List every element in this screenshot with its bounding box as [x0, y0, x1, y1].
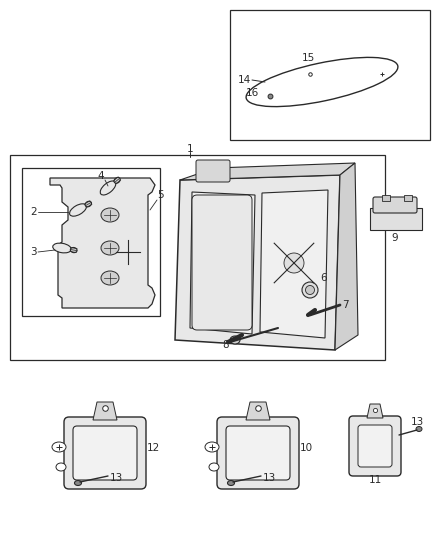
Ellipse shape: [70, 204, 86, 216]
Polygon shape: [260, 190, 328, 338]
FancyBboxPatch shape: [226, 426, 290, 480]
Bar: [22, 168, 160, 316]
Ellipse shape: [302, 282, 318, 298]
Ellipse shape: [101, 271, 119, 285]
FancyBboxPatch shape: [192, 195, 252, 330]
Ellipse shape: [246, 58, 398, 107]
Text: 11: 11: [368, 475, 381, 485]
FancyBboxPatch shape: [64, 417, 146, 489]
Ellipse shape: [284, 253, 304, 273]
Ellipse shape: [74, 481, 81, 486]
Ellipse shape: [52, 442, 66, 452]
Ellipse shape: [85, 201, 92, 207]
Text: 7: 7: [342, 300, 349, 310]
Ellipse shape: [101, 241, 119, 255]
Text: 16: 16: [245, 88, 258, 98]
Polygon shape: [175, 175, 340, 350]
Text: 13: 13: [411, 417, 424, 427]
Text: 2: 2: [30, 207, 37, 217]
Text: 15: 15: [301, 53, 314, 63]
Bar: [370, 208, 422, 230]
Text: 1: 1: [187, 144, 193, 154]
Ellipse shape: [56, 463, 66, 471]
Polygon shape: [367, 404, 383, 418]
Ellipse shape: [209, 463, 219, 471]
Text: 4: 4: [97, 171, 104, 181]
Text: 13: 13: [263, 473, 276, 483]
Ellipse shape: [305, 286, 314, 295]
Ellipse shape: [205, 442, 219, 452]
Ellipse shape: [53, 243, 71, 253]
Ellipse shape: [101, 208, 119, 222]
Bar: [404, 195, 412, 201]
Bar: [382, 195, 390, 201]
Polygon shape: [246, 402, 270, 420]
Text: 13: 13: [110, 473, 123, 483]
FancyBboxPatch shape: [196, 160, 230, 182]
Polygon shape: [180, 163, 355, 180]
Text: 9: 9: [392, 233, 398, 243]
Text: 12: 12: [147, 443, 160, 453]
FancyBboxPatch shape: [73, 426, 137, 480]
Text: 3: 3: [30, 247, 37, 257]
Ellipse shape: [71, 247, 77, 253]
Text: 14: 14: [238, 75, 251, 85]
Ellipse shape: [100, 181, 116, 195]
Ellipse shape: [416, 426, 422, 432]
Bar: [230, 10, 430, 140]
Ellipse shape: [114, 177, 120, 183]
Text: 6: 6: [320, 273, 327, 283]
FancyBboxPatch shape: [373, 197, 417, 213]
Polygon shape: [190, 192, 255, 334]
FancyBboxPatch shape: [358, 425, 392, 467]
FancyBboxPatch shape: [349, 416, 401, 476]
Text: 8: 8: [222, 340, 229, 350]
Text: 10: 10: [300, 443, 313, 453]
Polygon shape: [335, 163, 358, 350]
Bar: [10, 155, 385, 360]
Polygon shape: [50, 178, 155, 308]
Polygon shape: [93, 402, 117, 420]
FancyBboxPatch shape: [217, 417, 299, 489]
Ellipse shape: [230, 336, 240, 344]
Ellipse shape: [227, 481, 234, 486]
Text: 5: 5: [157, 190, 164, 200]
